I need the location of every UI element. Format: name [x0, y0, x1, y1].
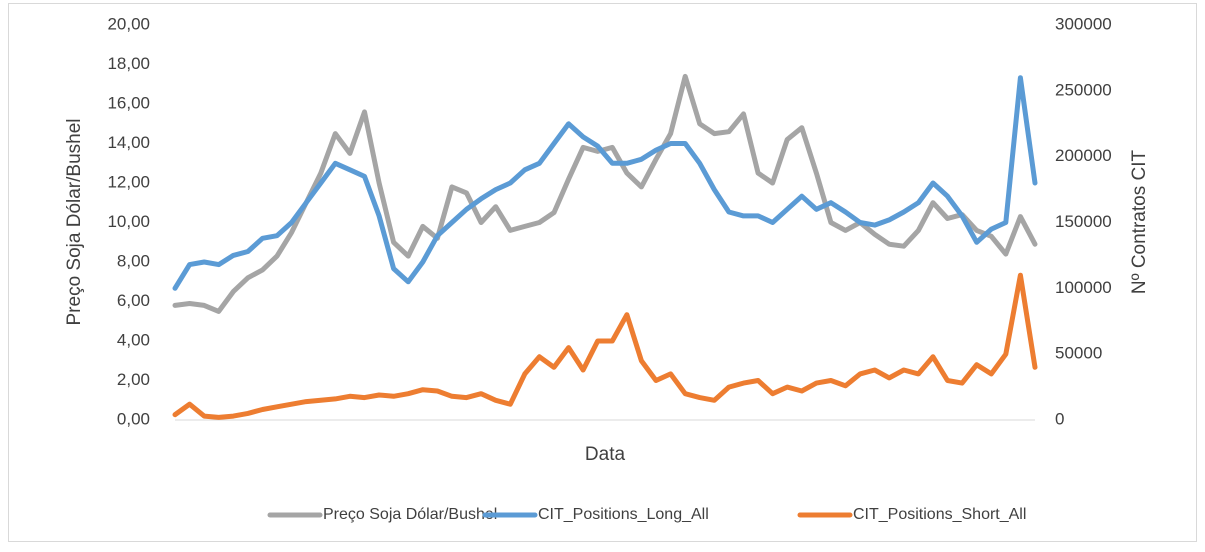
y-tick-label: 20,00 [107, 14, 150, 33]
y2-tick-label: 150000 [1055, 212, 1112, 231]
legend-label: CIT_Positions_Short_All [853, 506, 1026, 523]
y2-axis-title: Nº Contratos CIT [1129, 150, 1150, 295]
y-tick-label: 12,00 [107, 172, 150, 191]
y2-tick-label: 250000 [1055, 80, 1112, 99]
y2-tick-label: 0 [1055, 409, 1064, 428]
y-tick-label: 16,00 [107, 93, 150, 112]
legend-label: CIT_Positions_Long_All [538, 506, 709, 523]
x-axis-title: Data [585, 444, 626, 465]
y-tick-label: 6,00 [117, 291, 150, 310]
y2-tick-label: 200000 [1055, 146, 1112, 165]
y2-tick-label: 50000 [1055, 344, 1102, 363]
series-line [172, 75, 1038, 291]
y-tick-label: 8,00 [117, 251, 150, 270]
series-line [172, 272, 1038, 420]
y-tick-label: 10,00 [107, 212, 150, 231]
y-axis-title: Preço Soja Dólar/Bushel [64, 119, 85, 326]
legend-label: Preço Soja Dólar/Bushel [323, 506, 497, 523]
series-line [172, 73, 1038, 314]
y2-tick-label: 300000 [1055, 14, 1112, 33]
y-tick-label: 4,00 [117, 330, 150, 349]
chart-border [8, 3, 1197, 542]
y-tick-label: 2,00 [117, 370, 150, 389]
y2-tick-label: 100000 [1055, 278, 1112, 297]
y-tick-label: 18,00 [107, 54, 150, 73]
y-tick-label: 0,00 [117, 409, 150, 428]
y-tick-label: 14,00 [107, 133, 150, 152]
